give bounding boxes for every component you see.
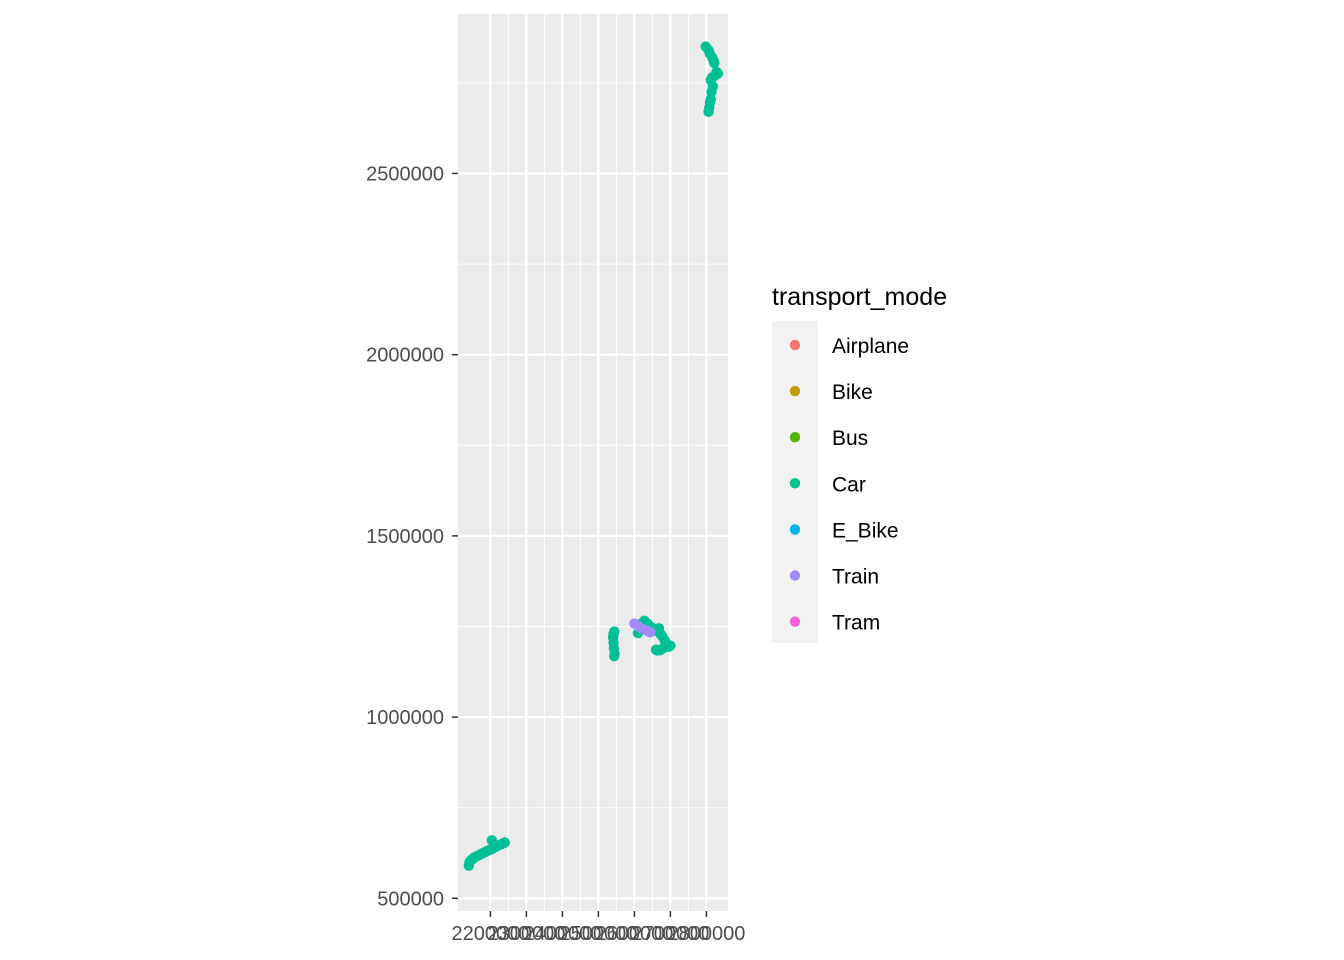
legend-label-bus: Bus	[832, 427, 868, 450]
data-point-train	[645, 627, 656, 638]
legend-key-bus	[789, 432, 801, 443]
x-tick-label: 2300000	[487, 923, 565, 945]
legend-key-bike	[789, 385, 801, 397]
legend-key-tram	[789, 616, 801, 627]
data-point-car	[609, 626, 620, 637]
legend-label-e_bike: E_Bike	[832, 519, 899, 542]
major-gridlines	[458, 14, 728, 911]
legend-label-tram: Tram	[832, 612, 880, 635]
data-point-car	[653, 623, 665, 634]
data-point-car	[650, 644, 662, 655]
data-points	[463, 41, 724, 871]
y-tick-label: 1500000	[366, 526, 444, 548]
legend: transport_mode Airplane Bike Bus Car E_Bike T…	[772, 283, 947, 643]
minor-gridlines	[458, 14, 728, 911]
y-tick-label: 500000	[377, 888, 444, 910]
x-tick-label: 2800000	[667, 923, 745, 945]
plot-panel	[458, 14, 728, 911]
x-axis: 2200000230000024000002500000260000027000…	[451, 911, 745, 945]
legend-label-car: Car	[832, 473, 866, 496]
y-axis: 500000 1000000 1500000 2000000 2500000	[366, 163, 458, 910]
data-point-car	[499, 837, 510, 848]
legend-key-car	[789, 478, 801, 489]
legend-label-bike: Bike	[832, 381, 873, 404]
x-tick-label: 2700000	[631, 923, 709, 945]
data-point-car	[703, 106, 714, 118]
legend-key-train	[789, 570, 801, 581]
legend-key-airplane	[789, 339, 801, 351]
data-point-car	[709, 57, 720, 69]
legend-title: transport_mode	[772, 283, 947, 311]
legend-label-airplane: Airplane	[832, 335, 909, 358]
y-tick-label: 2500000	[366, 163, 444, 185]
data-point-car	[486, 835, 498, 846]
y-tick-label: 1000000	[366, 707, 444, 729]
data-point-car	[712, 68, 724, 79]
x-tick-label: 2500000	[559, 923, 637, 945]
y-tick-label: 2000000	[366, 345, 444, 367]
x-tick-label: 2200000	[451, 923, 529, 945]
x-tick-label: 2400000	[523, 923, 601, 945]
legend-label-train: Train	[832, 566, 879, 589]
legend-key-e_bike	[789, 524, 801, 535]
x-tick-label: 2600000	[595, 923, 673, 945]
